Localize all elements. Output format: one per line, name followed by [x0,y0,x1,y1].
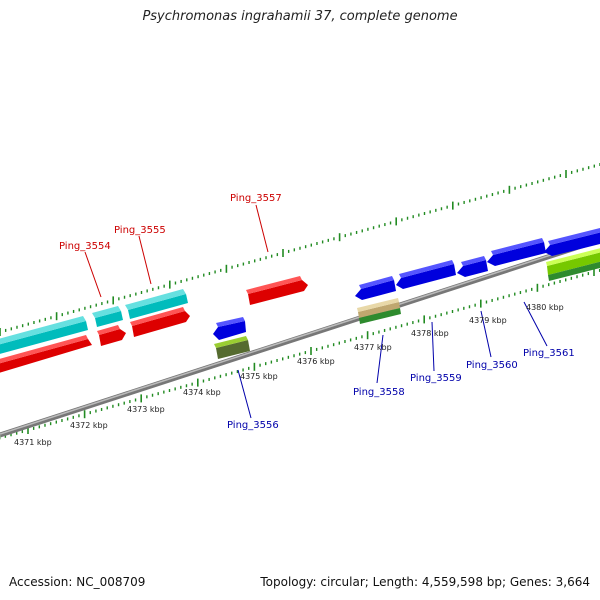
feature-rna-2 [92,306,123,327]
scale-label-4377: 4377 kbp [354,343,392,352]
topology-text: Topology: circular; Length: 4,559,598 bp… [260,575,590,589]
feature-rna-3 [125,289,188,319]
scale-label-4373: 4373 kbp [127,405,165,414]
scale-label-4372: 4372 kbp [70,421,108,430]
gene-label-ping-3556: Ping_3556 [227,420,279,431]
leader-ping-3561 [523,301,548,347]
leader-ping-3560 [480,310,492,358]
feature-rna-1 [0,316,88,354]
feature-bright-1 [546,248,600,281]
leader-ping-3558 [376,334,384,384]
scale-label-4374: 4374 kbp [183,388,221,397]
upper-tick-track [0,163,600,336]
feature-misc-1 [357,298,401,324]
gene-label-ping-3555: Ping_3555 [114,225,166,236]
scale-label-4376: 4376 kbp [297,357,335,366]
feature-reverse-cds-4 [457,256,488,277]
map-title: Psychromonas ingrahamii 37, complete gen… [142,9,458,24]
leader-ping-3556 [237,369,252,419]
feature-reverse-cds-5 [487,238,546,266]
lower-tick-track [0,268,600,440]
scale-label-4379: 4379 kbp [469,316,507,325]
feature-reverse-cds-3 [396,260,456,289]
feature-other-1 [214,336,250,359]
leader-ping-3555 [138,235,152,285]
scale-label-4375: 4375 kbp [240,372,278,381]
gene-label-ping-3559: Ping_3559 [410,373,462,384]
feature-cds-3555 [97,325,126,346]
genome-backbone [0,237,600,438]
scale-label-4371: 4371 kbp [14,438,52,447]
gene-label-ping-3558: Ping_3558 [353,387,405,398]
leader-ping-3559 [431,321,435,372]
gene-label-ping-3561: Ping_3561 [523,348,575,359]
accession-text: Accession: NC_008709 [9,575,146,589]
feature-cds-3554 [0,335,92,373]
gene-label-ping-3560: Ping_3560 [466,360,518,371]
feature-cds-3555b [130,307,190,337]
leader-ping-3557 [255,204,269,253]
leader-ping-3554 [84,251,102,298]
gene-label-ping-3554: Ping_3554 [59,241,111,252]
scale-label-4380: 4380 kbp [526,303,564,312]
feature-reverse-cds-2 [355,276,396,300]
gene-label-ping-3557: Ping_3557 [230,193,282,204]
feature-cds-3557 [246,276,308,305]
feature-reverse-cds-6 [544,228,600,256]
feature-reverse-cds-1 [213,317,246,340]
scale-label-4378: 4378 kbp [411,329,449,338]
